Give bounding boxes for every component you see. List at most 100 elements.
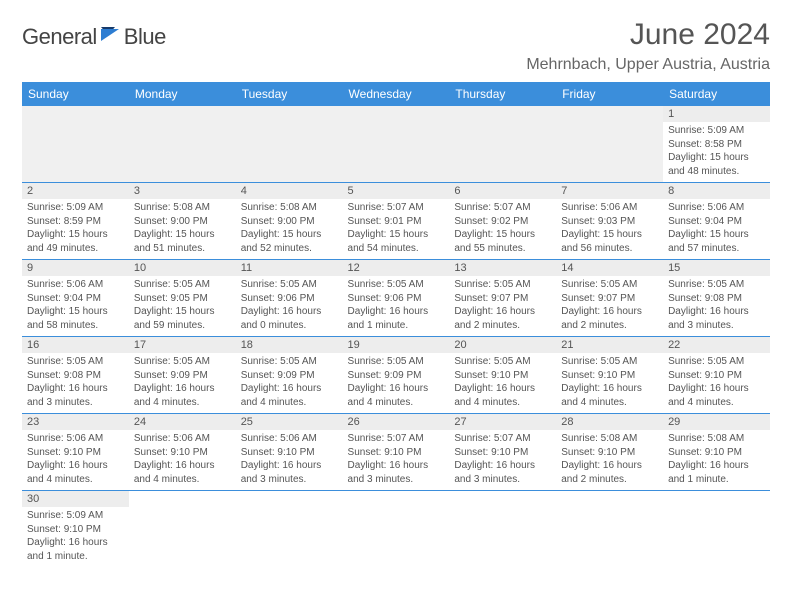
page-title: June 2024 xyxy=(526,18,770,52)
day-detail: Sunrise: 5:05 AMSunset: 9:05 PMDaylight:… xyxy=(129,276,236,336)
day-number: 2 xyxy=(22,183,129,199)
day-number: 30 xyxy=(22,491,129,507)
flag-icon xyxy=(101,27,121,48)
empty-cell xyxy=(129,491,236,568)
day-cell: 12Sunrise: 5:05 AMSunset: 9:06 PMDayligh… xyxy=(343,260,450,337)
day-cell: 4Sunrise: 5:08 AMSunset: 9:00 PMDaylight… xyxy=(236,183,343,260)
logo-text-general: General xyxy=(22,24,97,50)
day-detail: Sunrise: 5:06 AMSunset: 9:03 PMDaylight:… xyxy=(556,199,663,259)
day-cell: 5Sunrise: 5:07 AMSunset: 9:01 PMDaylight… xyxy=(343,183,450,260)
day-header: Saturday xyxy=(663,82,770,106)
day-cell: 14Sunrise: 5:05 AMSunset: 9:07 PMDayligh… xyxy=(556,260,663,337)
day-number: 18 xyxy=(236,337,343,353)
title-block: June 2024 Mehrnbach, Upper Austria, Aust… xyxy=(526,18,770,74)
day-number: 17 xyxy=(129,337,236,353)
day-number: 22 xyxy=(663,337,770,353)
empty-cell xyxy=(556,491,663,568)
day-detail: Sunrise: 5:09 AMSunset: 8:59 PMDaylight:… xyxy=(22,199,129,259)
day-detail: Sunrise: 5:05 AMSunset: 9:07 PMDaylight:… xyxy=(449,276,556,336)
day-number: 23 xyxy=(22,414,129,430)
day-cell: 15Sunrise: 5:05 AMSunset: 9:08 PMDayligh… xyxy=(663,260,770,337)
day-cell: 13Sunrise: 5:05 AMSunset: 9:07 PMDayligh… xyxy=(449,260,556,337)
day-detail: Sunrise: 5:05 AMSunset: 9:10 PMDaylight:… xyxy=(556,353,663,413)
day-cell: 2Sunrise: 5:09 AMSunset: 8:59 PMDaylight… xyxy=(22,183,129,260)
day-number: 7 xyxy=(556,183,663,199)
empty-cell xyxy=(449,491,556,568)
day-detail: Sunrise: 5:06 AMSunset: 9:10 PMDaylight:… xyxy=(22,430,129,490)
day-number: 5 xyxy=(343,183,450,199)
day-detail: Sunrise: 5:05 AMSunset: 9:09 PMDaylight:… xyxy=(129,353,236,413)
day-header: Wednesday xyxy=(343,82,450,106)
day-cell: 29Sunrise: 5:08 AMSunset: 9:10 PMDayligh… xyxy=(663,414,770,491)
day-detail: Sunrise: 5:06 AMSunset: 9:10 PMDaylight:… xyxy=(129,430,236,490)
day-cell: 1Sunrise: 5:09 AMSunset: 8:58 PMDaylight… xyxy=(663,106,770,183)
day-cell: 3Sunrise: 5:08 AMSunset: 9:00 PMDaylight… xyxy=(129,183,236,260)
day-number: 24 xyxy=(129,414,236,430)
day-number: 13 xyxy=(449,260,556,276)
day-detail: Sunrise: 5:07 AMSunset: 9:10 PMDaylight:… xyxy=(449,430,556,490)
day-number: 14 xyxy=(556,260,663,276)
day-cell: 6Sunrise: 5:07 AMSunset: 9:02 PMDaylight… xyxy=(449,183,556,260)
day-number: 9 xyxy=(22,260,129,276)
day-cell: 28Sunrise: 5:08 AMSunset: 9:10 PMDayligh… xyxy=(556,414,663,491)
empty-cell xyxy=(663,491,770,568)
calendar-table: SundayMondayTuesdayWednesdayThursdayFrid… xyxy=(22,82,770,567)
day-detail: Sunrise: 5:05 AMSunset: 9:09 PMDaylight:… xyxy=(236,353,343,413)
day-cell: 9Sunrise: 5:06 AMSunset: 9:04 PMDaylight… xyxy=(22,260,129,337)
day-cell: 8Sunrise: 5:06 AMSunset: 9:04 PMDaylight… xyxy=(663,183,770,260)
day-detail: Sunrise: 5:07 AMSunset: 9:01 PMDaylight:… xyxy=(343,199,450,259)
location-text: Mehrnbach, Upper Austria, Austria xyxy=(526,56,770,74)
day-detail: Sunrise: 5:05 AMSunset: 9:08 PMDaylight:… xyxy=(22,353,129,413)
day-cell: 20Sunrise: 5:05 AMSunset: 9:10 PMDayligh… xyxy=(449,337,556,414)
day-cell: 16Sunrise: 5:05 AMSunset: 9:08 PMDayligh… xyxy=(22,337,129,414)
day-detail: Sunrise: 5:05 AMSunset: 9:08 PMDaylight:… xyxy=(663,276,770,336)
empty-cell xyxy=(129,106,236,183)
day-cell: 23Sunrise: 5:06 AMSunset: 9:10 PMDayligh… xyxy=(22,414,129,491)
day-detail: Sunrise: 5:05 AMSunset: 9:06 PMDaylight:… xyxy=(343,276,450,336)
day-detail: Sunrise: 5:06 AMSunset: 9:04 PMDaylight:… xyxy=(22,276,129,336)
day-number: 11 xyxy=(236,260,343,276)
day-cell: 24Sunrise: 5:06 AMSunset: 9:10 PMDayligh… xyxy=(129,414,236,491)
logo: General Blue xyxy=(22,24,166,50)
logo-text-blue: Blue xyxy=(124,24,166,50)
day-cell: 30Sunrise: 5:09 AMSunset: 9:10 PMDayligh… xyxy=(22,491,129,568)
day-header: Sunday xyxy=(22,82,129,106)
day-detail: Sunrise: 5:05 AMSunset: 9:09 PMDaylight:… xyxy=(343,353,450,413)
day-number: 26 xyxy=(343,414,450,430)
day-number: 8 xyxy=(663,183,770,199)
day-cell: 10Sunrise: 5:05 AMSunset: 9:05 PMDayligh… xyxy=(129,260,236,337)
day-detail: Sunrise: 5:05 AMSunset: 9:10 PMDaylight:… xyxy=(663,353,770,413)
day-cell: 21Sunrise: 5:05 AMSunset: 9:10 PMDayligh… xyxy=(556,337,663,414)
day-number: 12 xyxy=(343,260,450,276)
day-number: 19 xyxy=(343,337,450,353)
day-cell: 22Sunrise: 5:05 AMSunset: 9:10 PMDayligh… xyxy=(663,337,770,414)
empty-cell xyxy=(236,491,343,568)
day-header: Monday xyxy=(129,82,236,106)
day-cell: 18Sunrise: 5:05 AMSunset: 9:09 PMDayligh… xyxy=(236,337,343,414)
day-cell: 11Sunrise: 5:05 AMSunset: 9:06 PMDayligh… xyxy=(236,260,343,337)
empty-cell xyxy=(556,106,663,183)
day-detail: Sunrise: 5:05 AMSunset: 9:06 PMDaylight:… xyxy=(236,276,343,336)
day-header: Friday xyxy=(556,82,663,106)
day-number: 21 xyxy=(556,337,663,353)
day-cell: 26Sunrise: 5:07 AMSunset: 9:10 PMDayligh… xyxy=(343,414,450,491)
day-number: 29 xyxy=(663,414,770,430)
day-detail: Sunrise: 5:07 AMSunset: 9:10 PMDaylight:… xyxy=(343,430,450,490)
day-cell: 25Sunrise: 5:06 AMSunset: 9:10 PMDayligh… xyxy=(236,414,343,491)
empty-cell xyxy=(343,106,450,183)
day-detail: Sunrise: 5:06 AMSunset: 9:04 PMDaylight:… xyxy=(663,199,770,259)
day-cell: 17Sunrise: 5:05 AMSunset: 9:09 PMDayligh… xyxy=(129,337,236,414)
day-number: 3 xyxy=(129,183,236,199)
day-detail: Sunrise: 5:08 AMSunset: 9:00 PMDaylight:… xyxy=(236,199,343,259)
day-detail: Sunrise: 5:08 AMSunset: 9:00 PMDaylight:… xyxy=(129,199,236,259)
empty-cell xyxy=(343,491,450,568)
day-detail: Sunrise: 5:08 AMSunset: 9:10 PMDaylight:… xyxy=(556,430,663,490)
day-cell: 19Sunrise: 5:05 AMSunset: 9:09 PMDayligh… xyxy=(343,337,450,414)
day-number: 15 xyxy=(663,260,770,276)
empty-cell xyxy=(236,106,343,183)
day-detail: Sunrise: 5:05 AMSunset: 9:07 PMDaylight:… xyxy=(556,276,663,336)
day-number: 16 xyxy=(22,337,129,353)
day-number: 25 xyxy=(236,414,343,430)
empty-cell xyxy=(449,106,556,183)
day-number: 4 xyxy=(236,183,343,199)
